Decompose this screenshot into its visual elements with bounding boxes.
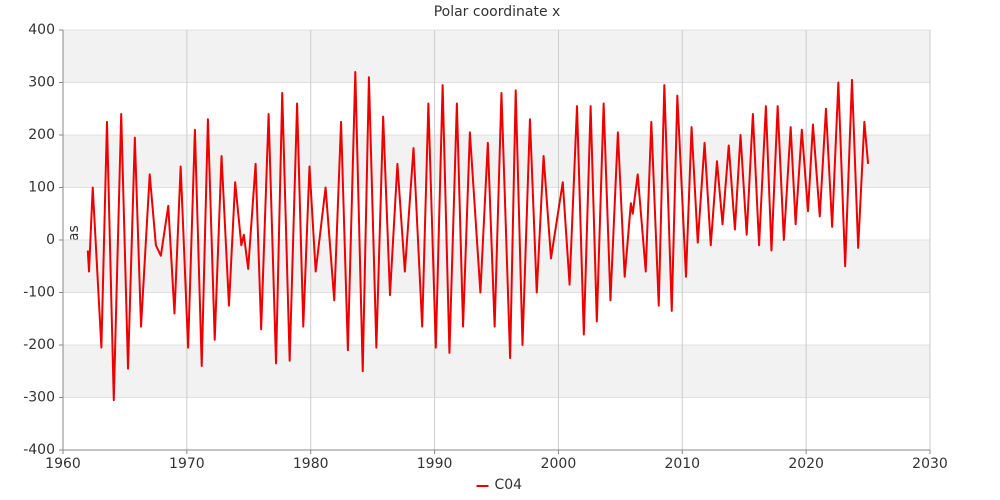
y-tick-label: 300: [28, 75, 55, 91]
grid-band: [63, 30, 930, 83]
x-tick-label: 2000: [541, 456, 577, 472]
x-tick-label: 2010: [664, 456, 700, 472]
y-tick-label: 200: [28, 127, 55, 143]
grid-band: [63, 345, 930, 398]
y-tick-label: -300: [23, 390, 55, 406]
x-tick-label: 2020: [788, 456, 824, 472]
chart-title: Polar coordinate x: [434, 4, 561, 20]
x-tick-label: 1980: [293, 456, 329, 472]
x-tick-label: 1990: [417, 456, 453, 472]
x-tick-label: 1960: [45, 456, 81, 472]
legend-label: C04: [495, 477, 523, 493]
data-line: [86, 71, 870, 402]
y-tick-label: -400: [23, 442, 55, 458]
y-tick-label: 100: [28, 180, 55, 196]
y-tick-label: -100: [23, 285, 55, 301]
x-tick-label: 2030: [912, 456, 948, 472]
y-tick-label: 400: [28, 22, 55, 38]
y-tick-label: -200: [23, 337, 55, 353]
x-tick-label: 1970: [169, 456, 205, 472]
y-tick-label: 0: [46, 232, 55, 248]
